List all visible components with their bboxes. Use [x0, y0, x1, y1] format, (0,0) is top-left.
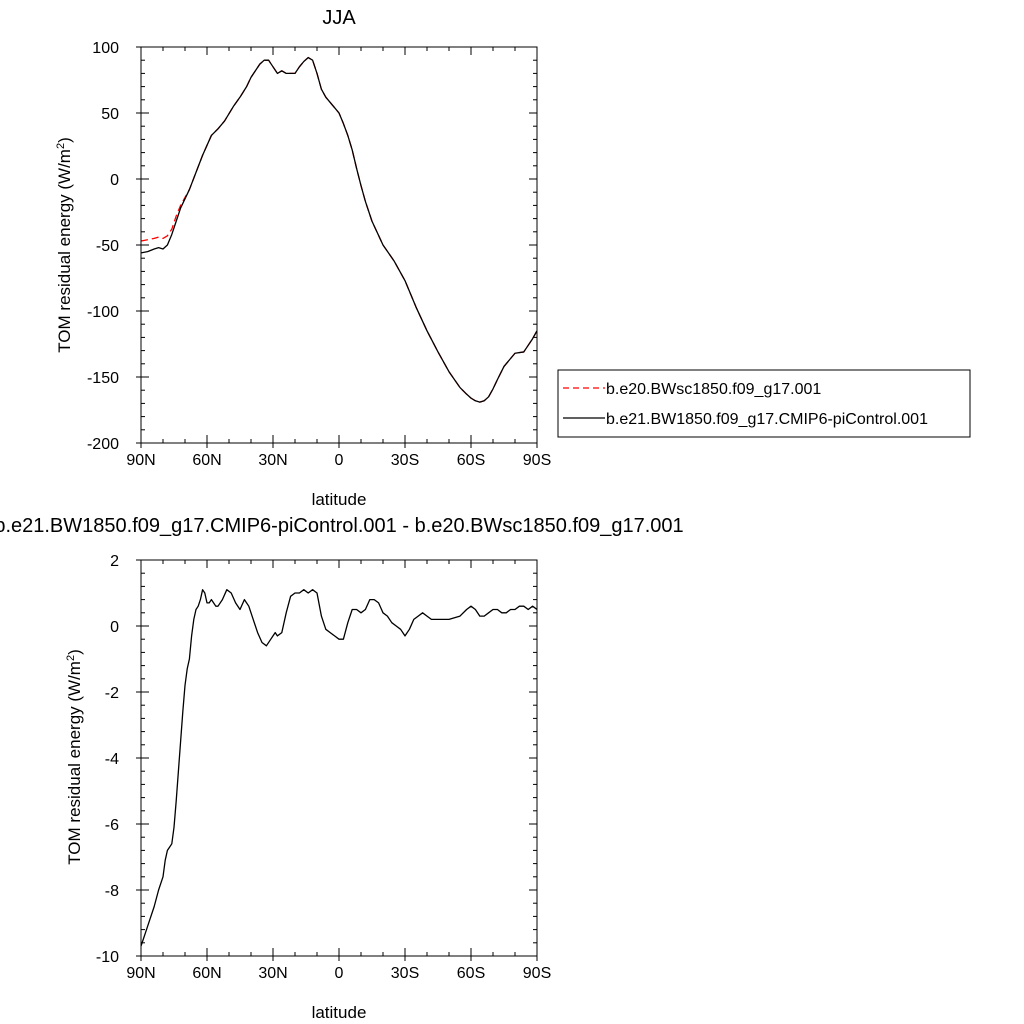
bottom-y-axis-label: TOM residual energy (W/m2)	[65, 649, 84, 865]
bottom-difference-line	[141, 589, 537, 947]
bottom-y-axis-label-main: TOM residual energy (W/m	[65, 661, 84, 865]
top-y-axis-label-close: )	[55, 137, 74, 143]
top-y-tick-label: 0	[110, 172, 119, 189]
bottom-x-axis-label: latitude	[312, 1003, 367, 1022]
bottom-y-tick-label: -10	[96, 949, 119, 966]
legend-label-experiment: b.e20.BWsc1850.f09_g17.001	[606, 381, 821, 398]
top-x-tick-label: 30S	[391, 452, 419, 469]
top-control-line	[141, 56, 537, 403]
top-x-tick-label: 90N	[126, 452, 155, 469]
top-y-axis-label-main: TOM residual energy (W/m	[55, 149, 74, 353]
bottom-x-tick-label: 90S	[523, 965, 551, 982]
bottom-y-tick-label: -4	[105, 751, 119, 768]
bottom-x-tick-label: 90N	[126, 965, 155, 982]
bottom-y-tick-label: -2	[105, 685, 119, 702]
bottom-y-tick-label: 2	[110, 553, 119, 570]
top-x-axis-label: latitude	[312, 490, 367, 509]
top-x-tick-label: 0	[335, 452, 344, 469]
bottom-x-tick-label: 0	[335, 965, 344, 982]
top-chart-title: JJA	[322, 7, 356, 29]
top-y-tick-label: 100	[92, 40, 119, 57]
bottom-y-tick-label: -8	[105, 883, 119, 900]
bottom-x-tick-label: 30N	[258, 965, 287, 982]
bottom-chart-title: b.e21.BW1850.f09_g17.CMIP6-piControl.001…	[0, 515, 684, 537]
top-x-tick-label: 90S	[523, 452, 551, 469]
bottom-x-tick-label: 60N	[192, 965, 221, 982]
legend-box	[557, 369, 971, 438]
bottom-x-tick-label: 60S	[457, 965, 485, 982]
top-y-axis-label: TOM residual energy (W/m2)	[55, 137, 74, 353]
top-panel: JJA latitude TOM residual energy (W/m2) …	[55, 7, 551, 509]
legend-label-control: b.e21.BW1850.f09_g17.CMIP6-piControl.001	[606, 411, 928, 428]
bottom-y-axis-label-superscript: 2	[65, 655, 77, 661]
bottom-x-tick-label: 30S	[391, 965, 419, 982]
top-y-tick-label: 50	[101, 106, 119, 123]
top-y-tick-label: -150	[87, 370, 119, 387]
top-y-tick-label: -100	[87, 304, 119, 321]
top-y-tick-label: -50	[96, 238, 119, 255]
top-y-axis-label-superscript: 2	[55, 143, 67, 149]
bottom-y-tick-label: 0	[110, 619, 119, 636]
top-x-tick-label: 60N	[192, 452, 221, 469]
legend: b.e20.BWsc1850.f09_g17.001 b.e21.BW1850.…	[557, 369, 971, 438]
top-y-tick-label: -200	[87, 436, 119, 453]
bottom-panel: b.e21.BW1850.f09_g17.CMIP6-piControl.001…	[0, 515, 684, 1022]
bottom-y-axis-label-close: )	[65, 649, 84, 655]
top-x-tick-label: 60S	[457, 452, 485, 469]
bottom-y-tick-label: -6	[105, 817, 119, 834]
top-x-tick-label: 30N	[258, 452, 287, 469]
